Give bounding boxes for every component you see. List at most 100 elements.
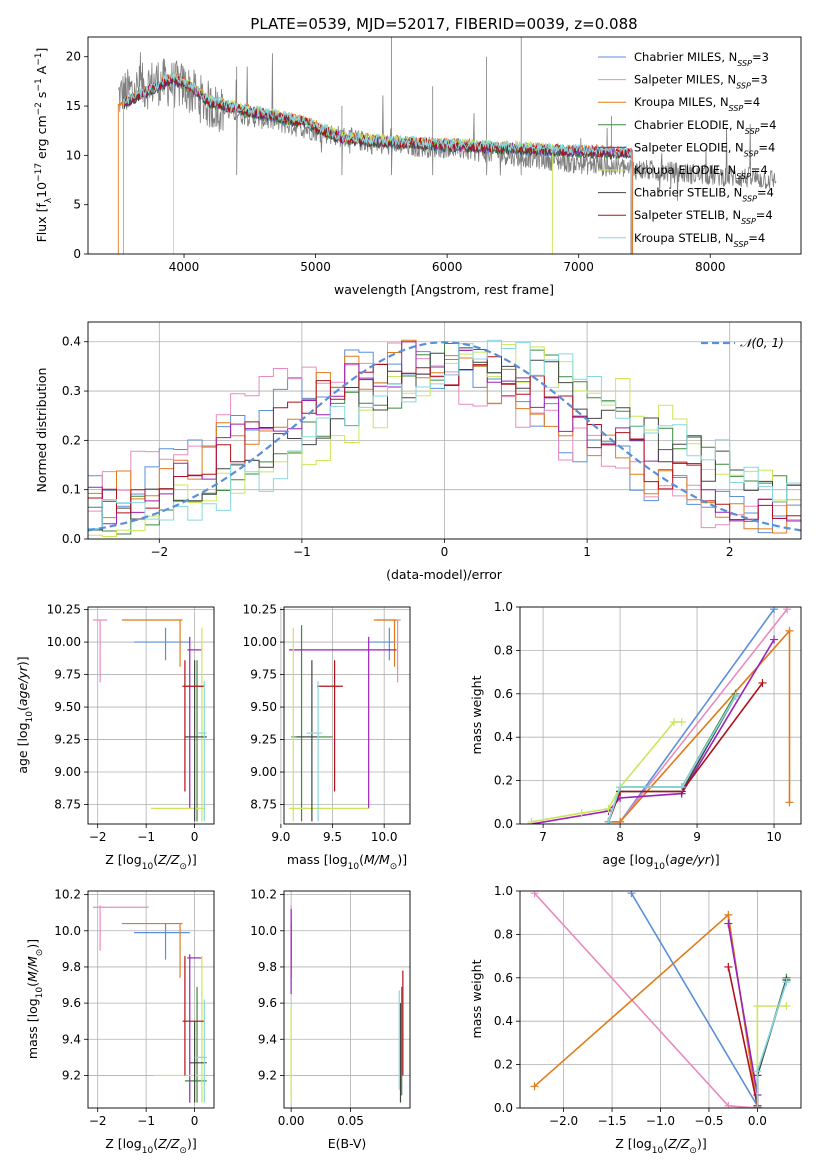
axis-label: Flux [fλ10−17 erg cm−2 s−1 A−1] (34, 48, 54, 243)
weight-marker (785, 626, 794, 635)
plot-area (530, 891, 791, 1108)
tick-label: 10.25 (243, 603, 277, 617)
tick-label: 7000 (563, 260, 594, 274)
tick-label: 10.0 (371, 830, 398, 844)
legend-entry: Kroupa ELODIE, NSSP=4 (634, 163, 768, 181)
weight-marker (783, 607, 792, 614)
tick-label: 10.00 (243, 635, 277, 649)
legend-entry: Salpeter ELODIE, NSSP=4 (634, 140, 775, 158)
plot-spectrum: 4000 5000 6000 7000 8000 0 5 10 15 20 wavelength [… (34, 36, 802, 297)
weight-marker (604, 804, 613, 813)
tick-label: 9.6 (62, 996, 81, 1010)
weight-marker (785, 798, 794, 807)
tick-label: 0.4 (494, 730, 513, 744)
plot-area (88, 339, 801, 537)
tick-label: 10.2 (250, 888, 277, 902)
axis-label: E(B-V) (328, 1136, 367, 1151)
legend-entry: Chabrier STELIB, NSSP=4 (634, 186, 774, 204)
tick-label: 0.6 (494, 687, 513, 701)
weight-line (727, 966, 759, 1108)
axis-label: Normed distribution (34, 368, 49, 493)
histogram-step (88, 347, 801, 531)
tick-label: 0.0 (494, 817, 513, 831)
tick-label: 10.2 (54, 888, 81, 902)
tick-label: 0.4 (62, 335, 81, 349)
tick-label: 9.5 (323, 830, 342, 844)
weight-line (608, 608, 775, 823)
weight-line (607, 695, 737, 823)
tick-label: 8.75 (250, 798, 277, 812)
tick-label: 10 (766, 830, 781, 844)
tick-label: 10.25 (47, 603, 81, 617)
weight-line (756, 979, 788, 1108)
figure-title: PLATE=0539, MJD=52017, FIBERID=0039, z=0… (250, 15, 637, 33)
tick-label: −1.5 (597, 1114, 626, 1128)
tick-label: 9.0 (271, 830, 290, 844)
tick-label: 0.00 (278, 1114, 305, 1128)
tick-label: 9 (693, 830, 701, 844)
weight-marker (782, 1002, 791, 1011)
tick-label: −2.0 (549, 1114, 578, 1128)
weight-marker (627, 891, 636, 898)
weight-marker (724, 919, 733, 928)
axis-label: Z [log10(Z/Z⊙)] (615, 1136, 706, 1156)
tick-label: −2 (89, 1114, 107, 1128)
axis-label: (data-model)/error (386, 567, 503, 582)
legend-entry: Kroupa MILES, NSSP=4 (634, 95, 760, 113)
plot-residuals: −2 −1 0 1 2 0.0 0.1 0.2 0.3 0.4 𝒩(0, 1) (data-model… (34, 321, 802, 582)
tick-label: 9.2 (258, 1068, 277, 1082)
tick-label: 8.75 (54, 798, 81, 812)
tick-label: 7 (539, 830, 547, 844)
model-spectrum-line (173, 72, 553, 254)
axis-label: age [log10(age/yr)] (602, 852, 719, 872)
tick-label: 0.0 (748, 1114, 767, 1128)
tick-label: 0.2 (494, 1058, 513, 1072)
plot-mass_vs_EBV: 0.00 0.05 9.2 9.4 9.6 9.8 10.0 10.2 E(B-V) (250, 888, 411, 1151)
tick-label: 9.25 (250, 733, 277, 747)
tick-label: 10.0 (250, 924, 277, 938)
tick-label: 2 (726, 545, 734, 559)
axis-label: age [log10(age/yr)] (15, 656, 35, 773)
axes-frame (519, 606, 802, 825)
axes-frame (87, 890, 215, 1109)
axes-frame (519, 890, 802, 1109)
plot-area (92, 619, 207, 822)
weight-marker (616, 817, 625, 824)
tick-label: 8000 (695, 260, 726, 274)
axes-frame (87, 36, 802, 255)
weight-marker (724, 1101, 733, 1108)
tick-label: 0 (73, 247, 81, 261)
axes-frame (283, 890, 411, 1109)
weight-line (531, 639, 775, 824)
axis-label: mass weight (469, 675, 484, 754)
tick-label: 6000 (432, 260, 463, 274)
tick-label: −2 (150, 545, 168, 559)
tick-label: 0.8 (494, 927, 513, 941)
tick-label: 9.8 (258, 960, 277, 974)
weight-marker (724, 910, 733, 919)
plot-age_vs_Z: −2 −1 0 8.75 9.00 9.25 9.50 9.75 10.00 10.25 Z [lo… (15, 603, 215, 872)
weight-marker (677, 718, 686, 727)
plot-area (527, 607, 794, 824)
tick-label: −1 (137, 1114, 155, 1128)
plot-weight_vs_age: 7 8 9 10 0.0 0.2 0.4 0.6 0.8 1.0 age [log10(age/yr… (469, 600, 802, 872)
weight-marker (731, 691, 740, 700)
tick-label: 10.0 (54, 924, 81, 938)
weight-marker (669, 718, 678, 727)
tick-label: 9.2 (62, 1068, 81, 1082)
weight-marker (527, 817, 536, 824)
tick-label: 9.6 (258, 996, 277, 1010)
weight-marker (782, 978, 791, 987)
plot-mass_vs_Z: −2 −1 0 9.2 9.4 9.6 9.8 10.0 10.2 Z [log10(Z/Z⊙)]… (25, 888, 215, 1156)
legend-entry: Chabrier MILES, NSSP=3 (634, 50, 769, 68)
axes-frame (87, 321, 802, 540)
weight-marker (753, 1002, 762, 1011)
tick-label: 9.4 (62, 1032, 81, 1046)
tick-label: 0.3 (62, 384, 81, 398)
tick-label: 5 (73, 198, 81, 212)
tick-label: 10.00 (47, 635, 81, 649)
axis-label: mass weight (469, 959, 484, 1038)
tick-label: 10 (66, 148, 81, 162)
weight-marker (530, 1082, 539, 1091)
